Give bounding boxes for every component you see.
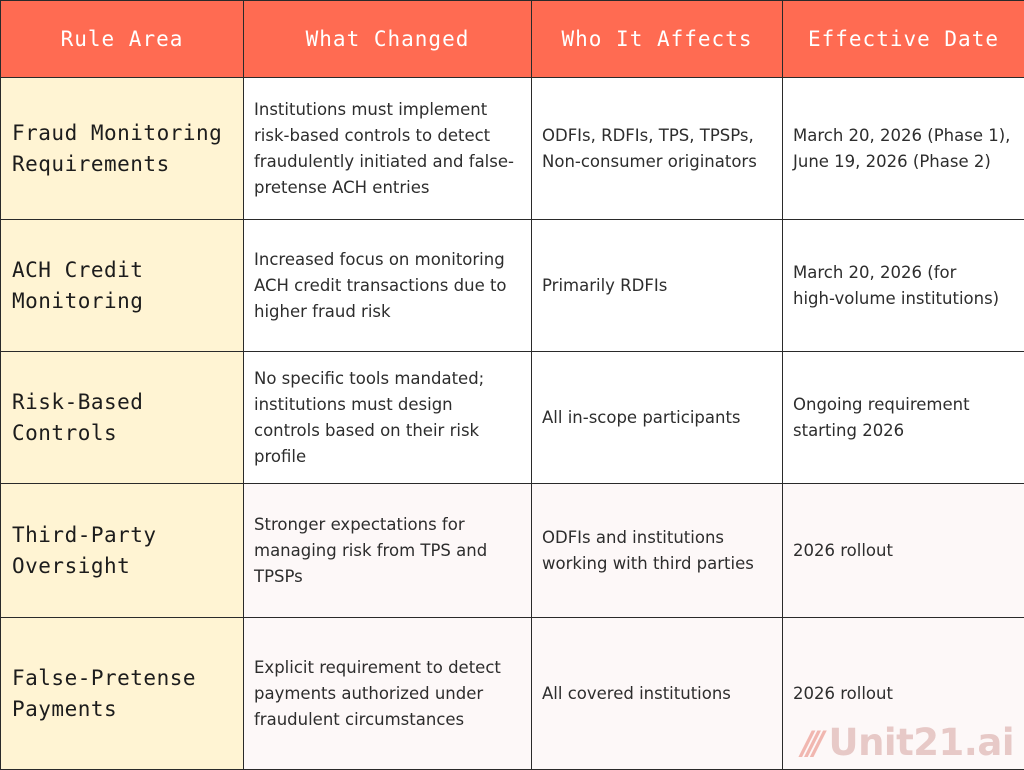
what-changed-line: TPSPs — [254, 564, 521, 590]
effective-date-cell: 2026 rollout — [783, 484, 1024, 618]
effective-date-line: March 20, 2026 (Phase 1), — [793, 123, 1014, 149]
rule-area-line: Third-Party — [12, 520, 233, 551]
who-it-affects-cell: All covered institutions — [532, 618, 783, 770]
header-who-it-affects: Who It Affects — [532, 1, 783, 78]
what-changed-line: No specific tools mandated; — [254, 366, 521, 392]
who-it-affects-cell: Primarily RDFIs — [532, 220, 783, 352]
what-changed-line: payments authorized under — [254, 681, 521, 707]
who-it-affects-line: Primarily RDFIs — [542, 273, 772, 299]
rule-area-cell: Fraud Monitoring Requirements — [1, 78, 244, 220]
rule-area-line: ACH Credit — [12, 255, 233, 286]
effective-date-line: 2026 rollout — [793, 538, 1014, 564]
rule-area-cell: Risk-Based Controls — [1, 352, 244, 484]
what-changed-cell: Stronger expectations for managing risk … — [244, 484, 532, 618]
what-changed-line: Explicit requirement to detect — [254, 655, 521, 681]
header-effective-date: Effective Date — [783, 1, 1024, 78]
rule-area-line: Monitoring — [12, 286, 233, 317]
effective-date-line: Ongoing requirement — [793, 392, 1014, 418]
effective-date-line: starting 2026 — [793, 418, 1014, 444]
what-changed-cell: No specific tools mandated; institutions… — [244, 352, 532, 484]
who-it-affects-line: All in-scope participants — [542, 405, 772, 431]
effective-date-cell: Ongoing requirement starting 2026 — [783, 352, 1024, 484]
table-row: Third-Party Oversight Stronger expectati… — [1, 484, 1024, 618]
rule-area-line: Oversight — [12, 551, 233, 582]
unit21-logo: /// Unit21.ai — [801, 721, 1014, 764]
what-changed-line: Stronger expectations for — [254, 512, 521, 538]
effective-date-line: March 20, 2026 (for — [793, 260, 1014, 286]
rule-area-line: Payments — [12, 694, 233, 725]
who-it-affects-line: ODFIs and institutions — [542, 525, 772, 551]
what-changed-line: profile — [254, 444, 521, 470]
rule-area-cell: False-Pretense Payments — [1, 618, 244, 770]
what-changed-line: fraudulently initiated and false- — [254, 149, 521, 175]
who-it-affects-line: Non-consumer originators — [542, 149, 772, 175]
what-changed-line: risk-based controls to detect — [254, 123, 521, 149]
what-changed-cell: Institutions must implement risk-based c… — [244, 78, 532, 220]
rule-area-line: Fraud Monitoring — [12, 118, 233, 149]
table-row: ACH Credit Monitoring Increased focus on… — [1, 220, 1024, 352]
rule-area-cell: ACH Credit Monitoring — [1, 220, 244, 352]
slash-mark-icon: /// — [801, 724, 818, 762]
what-changed-line: ACH credit transactions due to — [254, 273, 521, 299]
what-changed-line: institutions must design — [254, 392, 521, 418]
who-it-affects-line: ODFIs, RDFIs, TPS, TPSPs, — [542, 123, 772, 149]
effective-date-line: high-volume institutions) — [793, 286, 1014, 312]
effective-date-cell: March 20, 2026 (Phase 1), June 19, 2026 … — [783, 78, 1024, 220]
what-changed-line: fraudulent circumstances — [254, 707, 521, 733]
effective-date-line: June 19, 2026 (Phase 2) — [793, 149, 1014, 175]
what-changed-line: managing risk from TPS and — [254, 538, 521, 564]
what-changed-line: pretense ACH entries — [254, 175, 521, 201]
rule-area-line: Controls — [12, 418, 233, 449]
logo-text: Unit21.ai — [829, 721, 1014, 764]
rule-area-cell: Third-Party Oversight — [1, 484, 244, 618]
table-row: Risk-Based Controls No specific tools ma… — [1, 352, 1024, 484]
effective-date-cell: March 20, 2026 (for high-volume institut… — [783, 220, 1024, 352]
header-what-changed: What Changed — [244, 1, 532, 78]
rule-area-line: False-Pretense — [12, 663, 233, 694]
what-changed-cell: Increased focus on monitoring ACH credit… — [244, 220, 532, 352]
what-changed-line: Increased focus on monitoring — [254, 247, 521, 273]
who-it-affects-cell: ODFIs, RDFIs, TPS, TPSPs, Non-consumer o… — [532, 78, 783, 220]
header-row: Rule Area What Changed Who It Affects Ef… — [1, 1, 1024, 78]
rule-area-line: Requirements — [12, 149, 233, 180]
what-changed-line: controls based on their risk — [254, 418, 521, 444]
what-changed-line: Institutions must implement — [254, 97, 521, 123]
who-it-affects-cell: All in-scope participants — [532, 352, 783, 484]
table-row: Fraud Monitoring Requirements Institutio… — [1, 78, 1024, 220]
header-rule-area: Rule Area — [1, 1, 244, 78]
who-it-affects-cell: ODFIs and institutions working with thir… — [532, 484, 783, 618]
rule-area-line: Risk-Based — [12, 387, 233, 418]
effective-date-line: 2026 rollout — [793, 681, 1014, 707]
who-it-affects-line: All covered institutions — [542, 681, 772, 707]
who-it-affects-line: working with third parties — [542, 551, 772, 577]
what-changed-line: higher fraud risk — [254, 299, 521, 325]
what-changed-cell: Explicit requirement to detect payments … — [244, 618, 532, 770]
